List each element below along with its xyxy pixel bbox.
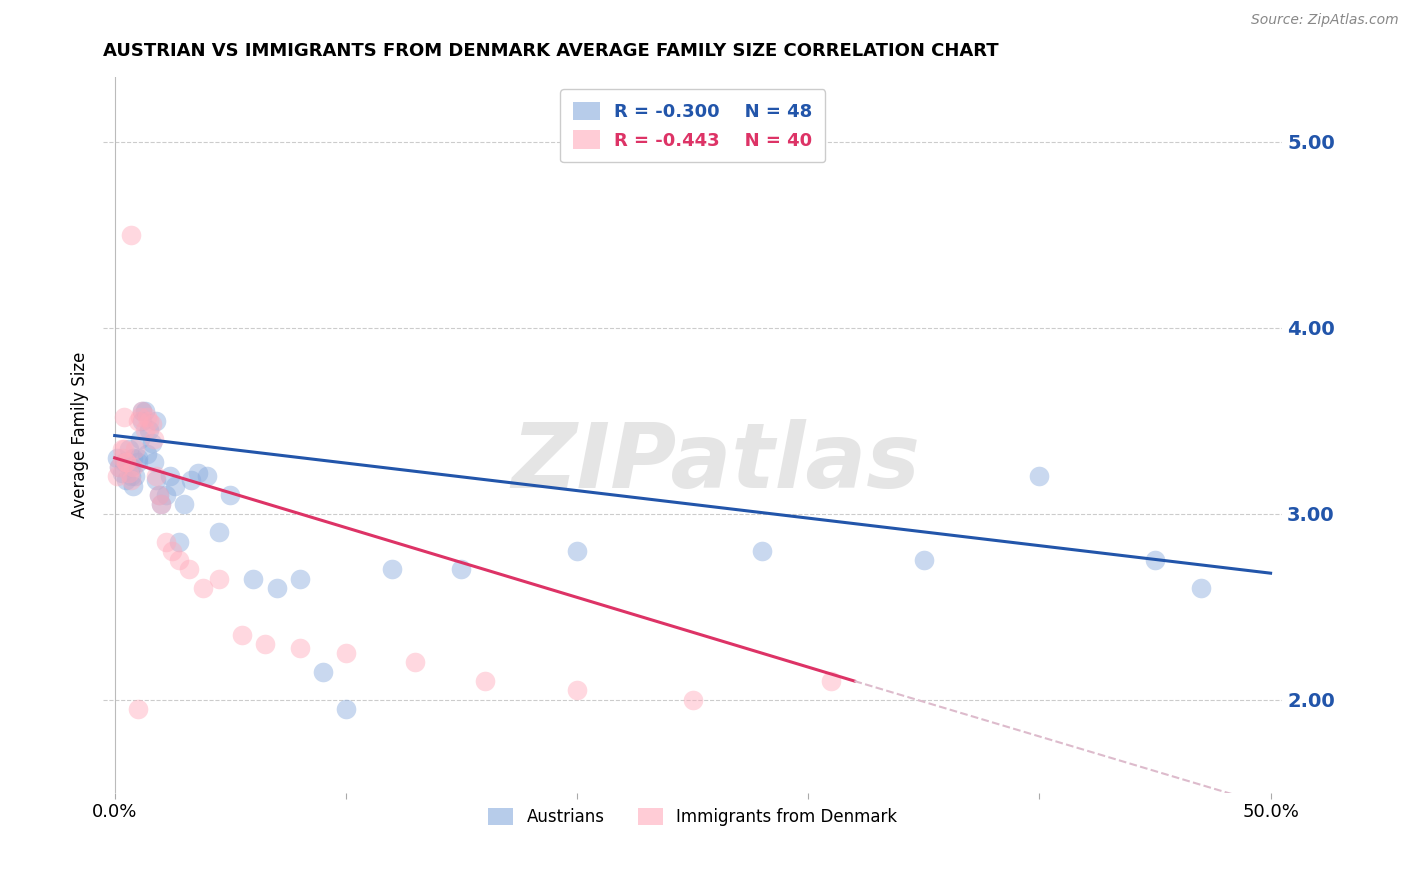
Point <box>124 442 146 456</box>
Point <box>131 404 153 418</box>
Point <box>112 454 135 468</box>
Point <box>169 534 191 549</box>
Point <box>565 683 588 698</box>
Point <box>565 544 588 558</box>
Point <box>129 409 152 424</box>
Point <box>129 432 152 446</box>
Point <box>112 409 135 424</box>
Point <box>820 674 842 689</box>
Point <box>162 544 184 558</box>
Point <box>231 627 253 641</box>
Text: Source: ZipAtlas.com: Source: ZipAtlas.com <box>1251 13 1399 28</box>
Point <box>127 454 149 468</box>
Point <box>751 544 773 558</box>
Point <box>143 432 166 446</box>
Point <box>242 572 264 586</box>
Point <box>155 488 177 502</box>
Point <box>145 414 167 428</box>
Point <box>136 409 159 424</box>
Point <box>253 637 276 651</box>
Point <box>131 414 153 428</box>
Point <box>163 479 186 493</box>
Point <box>180 473 202 487</box>
Point <box>474 674 496 689</box>
Point <box>148 488 170 502</box>
Point <box>112 442 135 456</box>
Point <box>288 572 311 586</box>
Point <box>173 497 195 511</box>
Point <box>120 473 142 487</box>
Point <box>120 469 142 483</box>
Point <box>127 450 149 465</box>
Point <box>124 469 146 483</box>
Point <box>208 572 231 586</box>
Y-axis label: Average Family Size: Average Family Size <box>72 351 89 518</box>
Point <box>122 460 145 475</box>
Point <box>145 473 167 487</box>
Point <box>312 665 335 679</box>
Point <box>134 423 156 437</box>
Point <box>143 454 166 468</box>
Point <box>381 562 404 576</box>
Point <box>169 553 191 567</box>
Point <box>141 417 163 432</box>
Point <box>117 442 139 456</box>
Point <box>122 450 145 465</box>
Point <box>187 466 209 480</box>
Point <box>195 469 218 483</box>
Point <box>117 466 139 480</box>
Point <box>912 553 935 567</box>
Point <box>155 534 177 549</box>
Point <box>288 640 311 655</box>
Point <box>1189 581 1212 595</box>
Point <box>1143 553 1166 567</box>
Point <box>159 469 181 483</box>
Point <box>149 497 172 511</box>
Point <box>115 454 138 468</box>
Point <box>115 473 138 487</box>
Point <box>108 460 131 475</box>
Point <box>141 436 163 450</box>
Point <box>138 414 160 428</box>
Point <box>105 469 128 483</box>
Point <box>111 442 134 456</box>
Point <box>127 702 149 716</box>
Point <box>335 702 357 716</box>
Point <box>149 497 172 511</box>
Point <box>127 414 149 428</box>
Point <box>145 469 167 483</box>
Point <box>120 460 142 475</box>
Point <box>136 447 159 461</box>
Point <box>105 450 128 465</box>
Point <box>208 525 231 540</box>
Point <box>191 581 214 595</box>
Point <box>335 646 357 660</box>
Legend: Austrians, Immigrants from Denmark: Austrians, Immigrants from Denmark <box>479 799 905 834</box>
Point <box>138 423 160 437</box>
Point <box>404 656 426 670</box>
Point <box>177 562 200 576</box>
Point <box>134 404 156 418</box>
Point <box>1028 469 1050 483</box>
Text: ZIPatlas: ZIPatlas <box>512 419 921 508</box>
Point <box>111 450 134 465</box>
Point <box>219 488 242 502</box>
Point <box>266 581 288 595</box>
Point <box>122 479 145 493</box>
Point <box>111 466 134 480</box>
Point <box>108 460 131 475</box>
Point <box>450 562 472 576</box>
Point <box>131 404 153 418</box>
Point <box>120 227 142 242</box>
Point <box>148 488 170 502</box>
Point <box>115 454 138 468</box>
Point <box>682 692 704 706</box>
Text: AUSTRIAN VS IMMIGRANTS FROM DENMARK AVERAGE FAMILY SIZE CORRELATION CHART: AUSTRIAN VS IMMIGRANTS FROM DENMARK AVER… <box>103 42 998 60</box>
